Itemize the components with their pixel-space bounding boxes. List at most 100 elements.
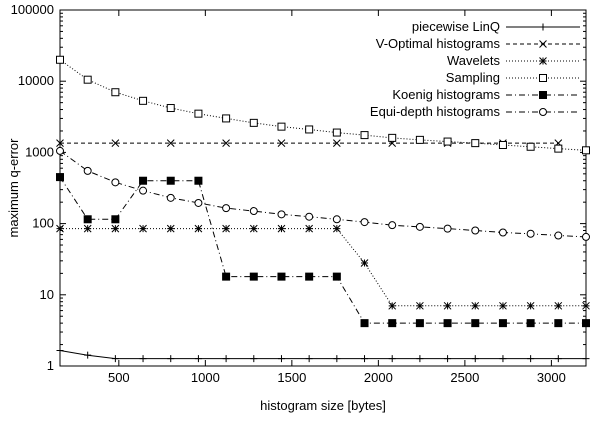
data-point (111, 215, 120, 224)
x-tick-label: 1000 (191, 370, 220, 385)
data-point (166, 104, 175, 113)
y-tick-label: 1 (47, 358, 54, 373)
data-point (443, 319, 452, 328)
series-2 (56, 224, 590, 310)
data-point (527, 355, 535, 363)
data-point (554, 144, 563, 153)
legend-marker (539, 74, 547, 82)
data-point (499, 355, 507, 363)
data-point (83, 224, 92, 233)
data-point (111, 88, 120, 97)
data-point (498, 228, 507, 237)
series-layer (56, 55, 590, 363)
data-point (56, 347, 64, 355)
data-point (277, 355, 285, 363)
data-point (582, 146, 590, 155)
data-point (388, 301, 397, 310)
series-line (59, 59, 587, 151)
data-point (249, 118, 258, 127)
series-line (59, 350, 586, 360)
data-point (471, 301, 480, 310)
data-point (56, 224, 64, 233)
data-point (305, 224, 314, 233)
data-point (111, 224, 120, 233)
y-tick-label: 10000 (18, 73, 54, 88)
data-point (222, 114, 231, 123)
data-point (139, 186, 148, 195)
data-point (250, 355, 258, 363)
series-line (60, 228, 586, 307)
series-0 (56, 347, 590, 363)
x-axis: 500 1000 1500 2000 2500 3000 (108, 10, 566, 385)
data-point (554, 355, 562, 363)
data-point (305, 125, 314, 134)
y-axis: 1 10 100 1000 10000 100000 (11, 2, 586, 373)
data-point (416, 355, 424, 363)
data-point (83, 75, 92, 84)
data-point (249, 224, 258, 233)
y-tick-label: 1000 (25, 144, 54, 159)
data-point (222, 272, 231, 281)
data-point (222, 355, 230, 363)
data-point (498, 319, 507, 328)
data-point (332, 139, 341, 147)
data-point (333, 355, 341, 363)
data-point (83, 215, 92, 224)
data-point (305, 355, 313, 363)
data-point (83, 166, 92, 175)
legend-label: Equi-depth histograms (370, 104, 501, 119)
x-tick-label: 2500 (450, 370, 479, 385)
data-point (277, 224, 286, 233)
data-point (249, 207, 258, 216)
data-point (332, 272, 341, 281)
data-point (166, 224, 175, 233)
data-point (194, 109, 203, 118)
data-point (56, 139, 64, 147)
x-tick-label: 1500 (277, 370, 306, 385)
data-point (582, 355, 590, 363)
data-point (416, 301, 424, 310)
data-point (166, 176, 175, 185)
data-point (526, 142, 535, 151)
data-point (56, 173, 64, 182)
data-point (388, 221, 397, 230)
data-point (360, 218, 369, 227)
legend-marker (539, 108, 547, 116)
data-point (277, 210, 286, 219)
data-point (139, 355, 147, 363)
data-point (471, 139, 480, 148)
x-axis-label: histogram size [bytes] (260, 398, 386, 413)
data-point (361, 355, 369, 363)
legend-marker (539, 91, 547, 99)
data-point (582, 232, 590, 241)
data-point (332, 215, 341, 224)
y-tick-label: 100000 (11, 2, 54, 17)
data-point (471, 355, 479, 363)
y-tick-label: 10 (40, 287, 54, 302)
series-line (59, 150, 587, 238)
data-point (526, 319, 535, 328)
legend-label: piecewise LinQ (412, 19, 500, 34)
data-point (277, 272, 286, 281)
legend-label: Sampling (446, 70, 500, 85)
legend-marker (539, 40, 547, 48)
data-point (222, 139, 230, 147)
data-point (443, 137, 452, 146)
data-point (360, 319, 369, 328)
data-point (194, 176, 203, 185)
data-point (526, 229, 535, 238)
data-point (471, 319, 480, 328)
data-point (56, 146, 64, 155)
legend-label: Koenig histograms (392, 87, 500, 102)
legend: piecewise LinQ V-Optimal histograms Wavele… (370, 19, 580, 119)
data-point (139, 224, 147, 233)
data-point (111, 355, 119, 363)
data-point (332, 128, 341, 137)
series-3 (56, 55, 590, 155)
legend-label: Wavelets (447, 53, 500, 68)
data-point (443, 301, 452, 310)
data-point (194, 224, 203, 233)
data-point (554, 231, 563, 240)
series-line (59, 176, 586, 324)
